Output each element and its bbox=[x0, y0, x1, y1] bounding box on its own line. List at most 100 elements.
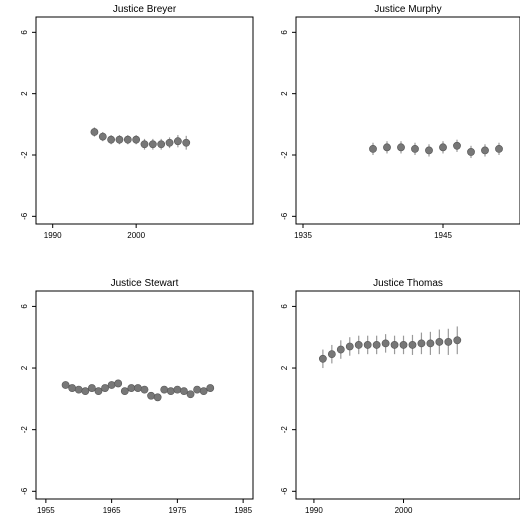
data-point bbox=[74, 385, 83, 394]
data-point bbox=[166, 387, 175, 396]
x-tick-label: 1965 bbox=[103, 506, 121, 515]
data-point bbox=[399, 341, 408, 349]
data-point bbox=[397, 143, 405, 152]
data-point bbox=[495, 144, 503, 153]
y-tick-label: 2 bbox=[280, 365, 289, 370]
x-tick-label: 1985 bbox=[234, 506, 252, 515]
x-tick-label: 2000 bbox=[127, 231, 145, 240]
y-tick-label: 6 bbox=[280, 304, 289, 309]
data-point bbox=[453, 141, 461, 150]
data-points bbox=[318, 326, 462, 369]
y-tick-label: 2 bbox=[20, 365, 29, 370]
data-points bbox=[369, 139, 503, 159]
plot-frame bbox=[295, 290, 520, 500]
data-point bbox=[157, 140, 166, 149]
data-point bbox=[336, 345, 345, 354]
data-points bbox=[90, 127, 191, 150]
data-point bbox=[123, 135, 132, 144]
y-tick-label: -6 bbox=[280, 212, 289, 220]
data-point bbox=[94, 387, 103, 396]
data-point bbox=[453, 336, 462, 345]
data-point bbox=[408, 341, 417, 349]
chart-panel-1: Justice Breyer 6 2 -2 -6 1990 2000 bbox=[20, 4, 254, 240]
data-point bbox=[381, 339, 390, 348]
data-point bbox=[81, 387, 90, 396]
data-point bbox=[467, 148, 475, 156]
x-tick-label: 1975 bbox=[168, 506, 186, 515]
x-tick-label: 1955 bbox=[37, 506, 55, 515]
chart-panel-2: Justice Murphy 6 2 -2 -6 1935 1945 bbox=[280, 4, 520, 240]
y-tick-label: 6 bbox=[20, 30, 29, 35]
data-point bbox=[193, 385, 202, 394]
x-tick-label: 1990 bbox=[305, 506, 323, 515]
plot-frame bbox=[35, 290, 254, 500]
data-point bbox=[90, 128, 99, 136]
y-tick-label: -2 bbox=[280, 426, 289, 434]
data-point bbox=[426, 339, 435, 348]
data-point bbox=[182, 138, 191, 147]
data-point bbox=[134, 384, 142, 392]
data-point bbox=[481, 146, 489, 155]
chart-title: Justice Murphy bbox=[374, 4, 441, 15]
data-point bbox=[160, 385, 169, 394]
chart-title: Justice Stewart bbox=[111, 278, 179, 289]
y-tick-label: -2 bbox=[20, 151, 29, 159]
data-point bbox=[372, 341, 381, 349]
data-point bbox=[114, 379, 123, 388]
data-point bbox=[98, 132, 107, 141]
data-point bbox=[153, 393, 162, 402]
data-point bbox=[363, 341, 372, 349]
y-tick-label: -6 bbox=[280, 487, 289, 495]
plot-frame bbox=[295, 16, 520, 225]
data-point bbox=[68, 384, 77, 392]
data-point bbox=[199, 387, 208, 396]
data-point bbox=[115, 135, 124, 144]
data-point bbox=[173, 385, 182, 394]
y-tick-label: -2 bbox=[20, 426, 29, 434]
data-point bbox=[107, 381, 116, 389]
data-point bbox=[383, 143, 391, 152]
data-point bbox=[354, 341, 363, 349]
data-point bbox=[439, 143, 447, 152]
data-point bbox=[180, 387, 188, 396]
data-point bbox=[101, 384, 109, 392]
y-tick-label: -6 bbox=[20, 487, 29, 495]
y-tick-label: 6 bbox=[20, 304, 29, 309]
data-point bbox=[140, 385, 149, 394]
data-point bbox=[132, 135, 141, 144]
data-point bbox=[87, 384, 96, 392]
data-point bbox=[127, 384, 136, 392]
y-tick-label: 2 bbox=[280, 91, 289, 96]
data-point bbox=[417, 339, 426, 348]
data-point bbox=[186, 390, 195, 399]
data-point bbox=[444, 337, 453, 346]
y-tick-label: -2 bbox=[280, 151, 289, 159]
data-point bbox=[165, 138, 174, 147]
y-tick-label: 6 bbox=[280, 30, 289, 35]
x-tick-label: 2000 bbox=[395, 506, 413, 515]
data-point bbox=[147, 391, 155, 400]
data-points bbox=[61, 379, 215, 402]
data-point bbox=[435, 337, 444, 346]
chart-title: Justice Breyer bbox=[113, 4, 177, 15]
chart-panel-3: Justice Stewart 6 2 -2 -6 1955 1965 1975 1985 bbox=[20, 278, 254, 515]
data-point bbox=[425, 146, 433, 155]
data-point bbox=[318, 354, 327, 363]
data-point bbox=[390, 341, 399, 349]
chart-panel-4: Justice Thomas 6 2 -2 -6 1990 2000 bbox=[280, 278, 520, 515]
x-tick-label: 1935 bbox=[294, 231, 312, 240]
y-tick-label: -6 bbox=[20, 212, 29, 220]
data-point bbox=[140, 140, 149, 149]
data-point bbox=[369, 144, 377, 153]
chart-title: Justice Thomas bbox=[373, 278, 443, 289]
data-point bbox=[61, 381, 70, 389]
data-point bbox=[107, 135, 116, 144]
y-tick-label: 2 bbox=[20, 91, 29, 96]
data-point bbox=[411, 144, 419, 153]
data-point bbox=[173, 137, 182, 146]
data-point bbox=[327, 350, 336, 359]
x-tick-label: 1990 bbox=[44, 231, 62, 240]
data-point bbox=[148, 140, 157, 149]
x-tick-label: 1945 bbox=[434, 231, 452, 240]
